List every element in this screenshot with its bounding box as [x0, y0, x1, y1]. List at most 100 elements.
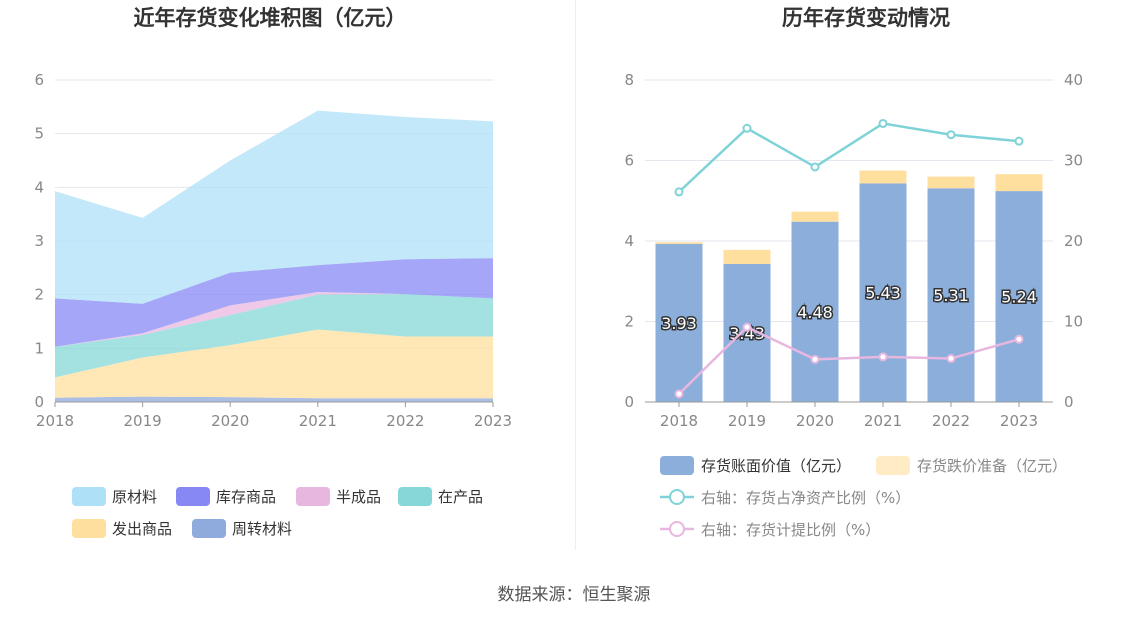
chart2-ytick-label: 2 — [624, 313, 634, 331]
chart1-xtick-label: 2019 — [124, 412, 162, 430]
chart1-xtick-label: 2018 — [36, 412, 74, 430]
chart2-line-point — [674, 389, 684, 399]
chart2-line-point — [878, 118, 888, 128]
chart1-ytick-label: 6 — [34, 71, 44, 89]
chart1-ytick-label: 2 — [34, 286, 44, 304]
chart2-bar-1 — [791, 221, 839, 402]
chart2-line-point — [1014, 334, 1024, 344]
chart2-bar-2 — [927, 176, 975, 189]
chart1-xtick-label: 2023 — [474, 412, 512, 430]
chart1-legend-label: 库存商品 — [216, 488, 276, 506]
chart2-xtick-label: 2019 — [728, 412, 766, 430]
chart2-bar-value-label: 5.24 — [1001, 288, 1037, 307]
chart1-xtick-label: 2022 — [386, 412, 424, 430]
chart2-y2tick-label: 30 — [1064, 152, 1083, 170]
chart1-legend-swatch — [72, 487, 106, 506]
chart1-legend-label: 发出商品 — [112, 520, 172, 538]
chart2-bar-value-label: 4.48 — [797, 303, 833, 322]
chart1-axes: 0 1 2 3 4 5 6 2018 2019 2020 2021 2022 2023 — [34, 71, 512, 430]
chart1-title: 近年存货变化堆积图（亿元） — [134, 6, 407, 30]
chart2-xtick-label: 2022 — [932, 412, 970, 430]
chart1-ytick-label: 1 — [34, 339, 44, 357]
chart2-legend-label: 右轴：存货计提比例（%） — [701, 521, 880, 539]
chart1-area-1 — [55, 396, 493, 402]
chart1-ytick-label: 0 — [34, 393, 44, 411]
chart2-axes: 0 2 4 6 8 0 10 20 30 40 2018 2019 2020 2021 2022 2023 — [624, 71, 1083, 430]
chart2-y2tick-label: 20 — [1064, 232, 1083, 250]
chart2-bar-value-label: 5.43 — [865, 284, 901, 303]
chart2-bar-value-label: 5.31 — [933, 286, 969, 305]
chart2-line-point — [878, 352, 888, 362]
chart1-legend-label: 在产品 — [438, 488, 483, 506]
chart1-legend-label: 原材料 — [112, 488, 157, 506]
chart2-y2tick-label: 0 — [1064, 393, 1074, 411]
chart2-line-point — [810, 354, 820, 364]
chart1-legend-label: 周转材料 — [232, 520, 292, 538]
chart2-xtick-label: 2021 — [864, 412, 902, 430]
chart2-bar-1 — [927, 188, 975, 402]
chart2-bar-2 — [791, 211, 839, 222]
chart2-bar-1 — [859, 183, 907, 402]
chart1-legend-swatch — [192, 519, 226, 538]
chart1-area-4 — [55, 291, 493, 347]
chart2-line-point — [946, 354, 956, 364]
chart2-ytick-label: 0 — [624, 393, 634, 411]
chart2-line-point — [810, 162, 820, 172]
chart2-legend-marker — [669, 489, 685, 505]
data-source: 数据来源：恒生聚源 — [497, 585, 651, 605]
chart2-ytick-label: 6 — [624, 152, 634, 170]
chart1-legend-label: 半成品 — [336, 488, 381, 506]
chart2-xtick-label: 2020 — [796, 412, 834, 430]
chart2-bar-1 — [995, 191, 1043, 402]
chart2-legend-label: 存货跌价准备（亿元） — [917, 457, 1067, 475]
chart2-line-1 — [678, 122, 1020, 193]
chart2-grid — [645, 79, 1053, 403]
chart1-area-6 — [55, 110, 493, 304]
chart2-xtick-label: 2023 — [1000, 412, 1038, 430]
chart1-legend-swatch — [72, 519, 106, 538]
chart2-bar-2 — [995, 174, 1043, 192]
chart1-legend-swatch — [176, 487, 210, 506]
chart2-xtick-label: 2018 — [660, 412, 698, 430]
chart2-y2tick-label: 40 — [1064, 71, 1083, 89]
chart1-area-5 — [55, 258, 493, 347]
chart2-legend: 存货账面价值（亿元） 存货跌价准备（亿元） 右轴：存货占净资产比例（%） 右轴：存货计… — [660, 456, 1067, 539]
chart1-area-3 — [55, 294, 493, 378]
chart1-xtick-label: 2020 — [211, 412, 249, 430]
chart2-line-point — [742, 123, 752, 133]
chart2-bar-1 — [655, 243, 703, 402]
chart2-legend-label: 右轴：存货占净资产比例（%） — [701, 489, 910, 507]
chart2-bar-1 — [723, 263, 771, 402]
chart2-lines — [674, 118, 1024, 399]
chart2-bars: 3.93 3.43 4.48 5.43 5.31 5.24 — [655, 170, 1043, 402]
chart2-legend-label: 存货账面价值（亿元） — [701, 457, 851, 475]
chart1-ytick-label: 3 — [34, 232, 44, 250]
chart1-ytick-label: 4 — [34, 178, 44, 196]
chart2-legend-swatch — [660, 456, 694, 475]
chart2-bar-value-label: 3.43 — [729, 324, 765, 343]
chart2-legend-marker — [669, 521, 685, 537]
chart2-title: 历年存货变动情况 — [782, 6, 950, 30]
chart2-line-point — [1014, 136, 1024, 146]
chart2-bar-2 — [723, 249, 771, 264]
chart1-legend-swatch — [296, 487, 330, 506]
chart2-legend-swatch — [876, 456, 910, 475]
chart2-bar-2 — [859, 170, 907, 184]
chart2-line-point — [674, 187, 684, 197]
chart2-line-point — [742, 322, 752, 332]
chart2-bar-2 — [655, 242, 703, 244]
chart1-areas — [55, 110, 493, 402]
chart1-legend-swatch — [398, 487, 432, 506]
chart2-ytick-label: 4 — [624, 232, 634, 250]
chart1-xtick-label: 2021 — [299, 412, 337, 430]
chart-divider — [575, 0, 576, 550]
chart2-ytick-label: 8 — [624, 71, 634, 89]
chart1-area-2 — [55, 329, 493, 399]
chart2-y2tick-label: 10 — [1064, 313, 1083, 331]
chart2-bar-value-label: 3.93 — [661, 314, 697, 333]
chart2-line-2 — [678, 325, 1020, 395]
chart1-ytick-label: 5 — [34, 125, 44, 143]
chart2-line-point — [946, 130, 956, 140]
